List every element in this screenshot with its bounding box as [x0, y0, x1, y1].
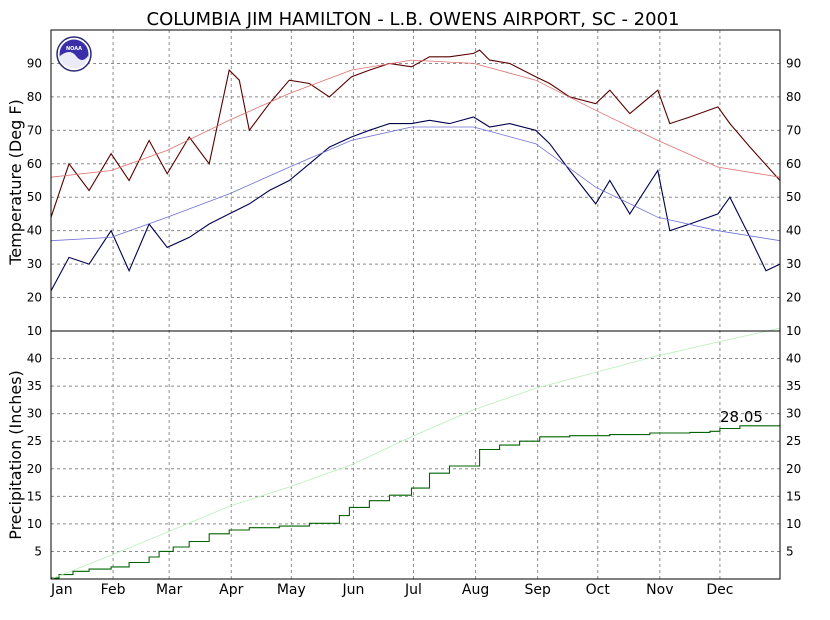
- temperature-plot-frame: [50, 29, 781, 332]
- y-tick-label-right: 25: [786, 434, 801, 448]
- month-label: Nov: [646, 582, 673, 598]
- y-tick-label-left: 30: [27, 257, 42, 271]
- normal-max-series-line: [50, 59, 781, 178]
- month-label: Aug: [462, 582, 489, 598]
- y-tick-label-right: 15: [786, 489, 801, 503]
- y-tick-label-left: 20: [27, 462, 42, 476]
- y-tick-label-right: 20: [786, 462, 801, 476]
- y-tick-label-left: 10: [27, 517, 42, 531]
- y-tick-label-left: 25: [27, 434, 42, 448]
- y-tick-label-right: 40: [786, 352, 801, 366]
- y-tick-label-left: 60: [27, 157, 42, 171]
- y-tick-label-left: 30: [27, 407, 42, 421]
- precipitation-plot-frame: [50, 330, 781, 580]
- y-tick-label-right: 20: [786, 291, 801, 305]
- grid-lines: [51, 30, 780, 579]
- noaa-logo-icon: NOAA: [56, 36, 92, 72]
- month-label: Jul: [404, 582, 422, 598]
- month-label: May: [277, 582, 306, 598]
- chart-title: COLUMBIA JIM HAMILTON - L.B. OWENS AIRPO…: [147, 9, 680, 30]
- max-series-line: [50, 49, 781, 218]
- y-tick-label-right: 35: [786, 379, 801, 393]
- y-tick-label-right: 80: [786, 90, 801, 104]
- month-label: Apr: [219, 582, 243, 598]
- y-tick-label-left: 40: [27, 352, 42, 366]
- y-tick-label-right: 70: [786, 123, 801, 137]
- y-tick-label-right: 5: [786, 544, 794, 558]
- y-tick-label-left: 80: [27, 90, 42, 104]
- month-label: Mar: [156, 582, 183, 598]
- y-tick-label-right: 10: [786, 517, 801, 531]
- month-label: Oct: [586, 582, 611, 598]
- y-tick-label-left: 90: [27, 56, 42, 70]
- axis-ticks: Jan Feb Mar Apr May Jun Jul Aug Sep Oct Nov Dec 20 20…: [27, 56, 802, 598]
- y-tick-label-right: 50: [786, 190, 801, 204]
- normal-precip-series-line: [50, 327, 781, 580]
- logo-text: NOAA: [66, 46, 82, 52]
- min-series-line: [50, 116, 781, 292]
- y-tick-label-right: 90: [786, 56, 801, 70]
- month-label: Jun: [341, 582, 364, 598]
- precip-series-line: [51, 424, 781, 579]
- y-tick-label-right: 60: [786, 157, 801, 171]
- y-tick-label-left: 10: [27, 324, 42, 338]
- precip-total-label: 28.05: [720, 408, 763, 426]
- precipitation-axis-label: Precipitation (Inches): [6, 370, 25, 540]
- data-series: [50, 49, 781, 580]
- y-tick-label-left: 15: [27, 489, 42, 503]
- month-label: Dec: [706, 582, 733, 598]
- y-tick-label-right: 30: [786, 407, 801, 421]
- y-tick-label-left: 40: [27, 224, 42, 238]
- y-tick-label-right: 30: [786, 257, 801, 271]
- y-tick-label-left: 20: [27, 291, 42, 305]
- temperature-axis-label: Temperature (Deg F): [6, 99, 25, 266]
- month-label: Sep: [524, 582, 551, 598]
- y-tick-label-left: 5: [34, 544, 42, 558]
- y-tick-label-left: 50: [27, 190, 42, 204]
- y-tick-label-right: 10: [786, 324, 801, 338]
- normal-min-series-line: [50, 126, 781, 242]
- month-label: Jan: [50, 582, 73, 598]
- y-tick-label-right: 40: [786, 224, 801, 238]
- month-label: Feb: [101, 582, 126, 598]
- y-tick-label-left: 35: [27, 379, 42, 393]
- y-tick-label-left: 70: [27, 123, 42, 137]
